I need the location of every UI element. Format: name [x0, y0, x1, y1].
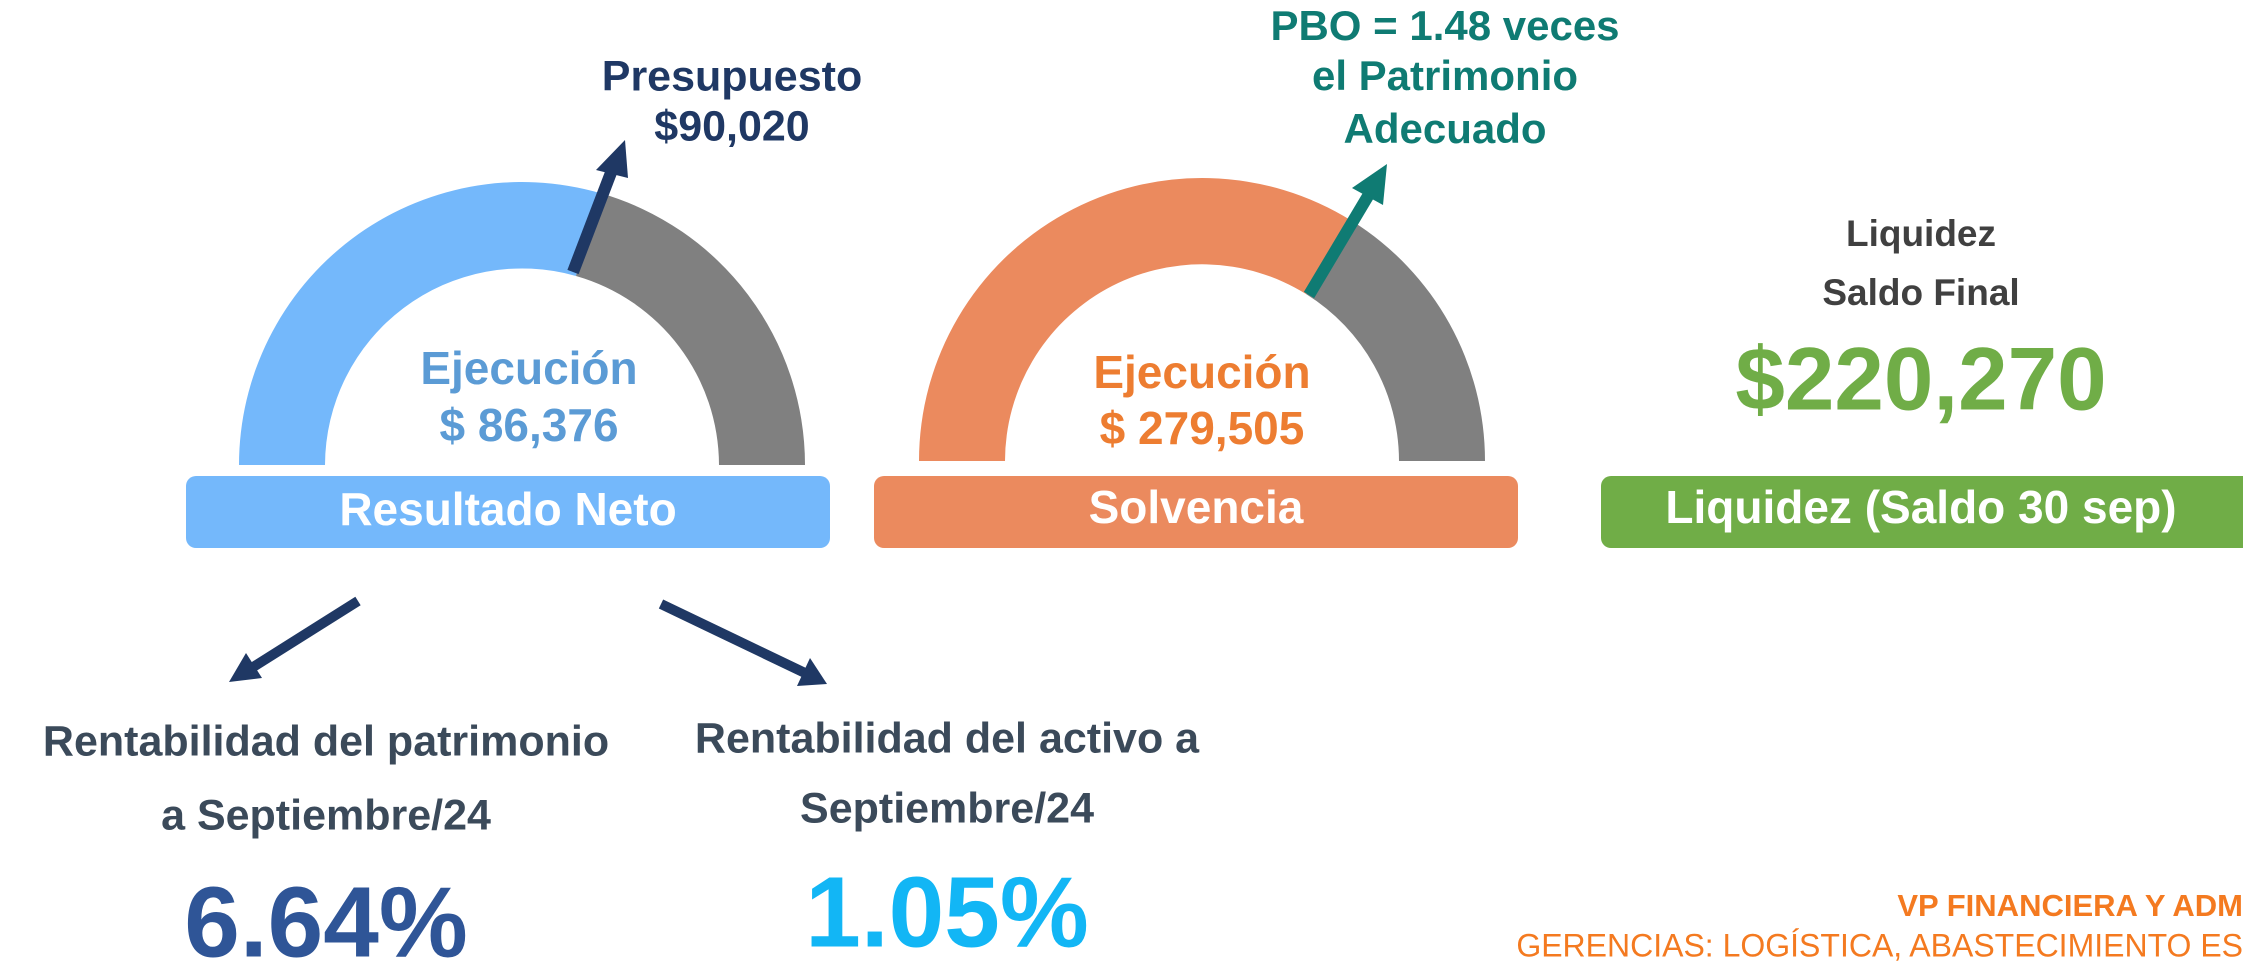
target-label: el Patrimonio: [1312, 52, 1578, 99]
ratio-label: Septiembre/24: [800, 784, 1094, 832]
center-label: Ejecución: [420, 342, 637, 394]
banner-label: Solvencia: [1089, 481, 1304, 533]
arrow-head: [596, 140, 628, 178]
center-label: Ejecución: [1093, 346, 1310, 398]
footer-title: VP FINANCIERA Y ADM: [1897, 888, 2243, 923]
banner-label: Resultado Neto: [339, 483, 676, 535]
target-label: PBO = 1.48 veces: [1270, 2, 1619, 49]
target-label: Adecuado: [1343, 105, 1546, 152]
center-label: $ 279,505: [1100, 402, 1305, 454]
gauge-rest: [576, 193, 805, 465]
liquidity-label: Liquidez: [1846, 213, 1996, 254]
center-label: $ 86,376: [439, 399, 618, 451]
banner: [874, 476, 1518, 548]
target-label: $90,020: [654, 102, 809, 150]
liquidity-value: $220,270: [1735, 329, 2106, 429]
ratio-label: a Septiembre/24: [161, 791, 491, 839]
banner: [186, 476, 830, 548]
ratio-label: Rentabilidad del patrimonio: [43, 717, 609, 765]
gauge-rest: [1306, 221, 1485, 461]
arrow-head: [1352, 164, 1387, 205]
ratio-value: 1.05%: [805, 856, 1089, 967]
ratio-label: Rentabilidad del activo a: [695, 714, 1200, 762]
banner: [1601, 476, 2243, 548]
banner-label: Liquidez (Saldo 30 sep): [1665, 481, 2176, 533]
gauge-arrow: [567, 167, 618, 275]
arrow-head: [229, 653, 262, 682]
gauge-fill: [919, 177, 1352, 462]
arrow: [247, 596, 361, 674]
liquidity-label: Saldo Final: [1822, 272, 2019, 313]
target-label: Presupuesto: [602, 52, 862, 100]
arrow-head: [797, 658, 827, 686]
arrow: [658, 599, 808, 678]
ratio-value: 6.64%: [184, 866, 468, 967]
footer-subtitle: GERENCIAS: LOGÍSTICA, ABASTECIMIENTO ES: [1516, 927, 2243, 963]
gauge-fill: [239, 182, 600, 465]
gauge-arrow: [1303, 192, 1374, 299]
